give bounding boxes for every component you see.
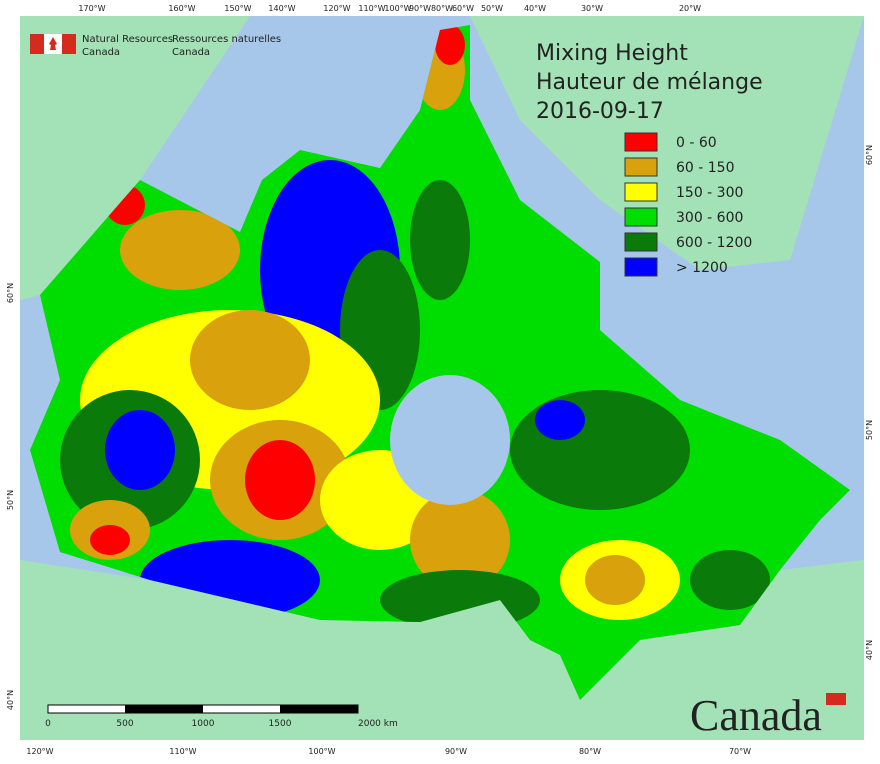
- title: Mixing Height: [536, 41, 688, 66]
- top-axis-label: 20°W: [679, 4, 701, 13]
- scale-label: 2000 km: [358, 719, 398, 729]
- bottom-axis-label: 90°W: [445, 747, 467, 756]
- right-axis-label: 60°N: [865, 145, 874, 165]
- bottom-axis-label: 80°W: [579, 747, 601, 756]
- right-axis-label: 40°N: [865, 640, 874, 660]
- legend-label: 60 - 150: [676, 160, 735, 176]
- right-axis-label: 50°N: [865, 420, 874, 440]
- org-fr: Canada: [172, 47, 210, 58]
- bottom-axis-label: 100°W: [308, 747, 335, 756]
- legend-label: > 1200: [676, 260, 728, 276]
- wordmark-flag: [826, 693, 846, 705]
- scale-label: 1500: [269, 719, 292, 729]
- bottom-axis-label: 110°W: [169, 747, 196, 756]
- flag: [62, 34, 76, 54]
- top-axis-label: 30°W: [581, 4, 603, 13]
- legend-label: 300 - 600: [676, 210, 743, 226]
- legend-swatch: [624, 207, 658, 227]
- legend-label: 150 - 300: [676, 185, 743, 201]
- legend-swatch: [624, 182, 658, 202]
- top-axis-label: 120°W: [323, 4, 350, 13]
- scale-label: 500: [116, 719, 133, 729]
- usa: [20, 560, 864, 740]
- top-axis-label: 40°W: [524, 4, 546, 13]
- scale-label: 0: [45, 719, 51, 729]
- greenland: [470, 16, 864, 270]
- top-axis-label: 90°W: [409, 4, 431, 13]
- legend-label: 600 - 1200: [676, 235, 752, 251]
- top-axis-label: 170°W: [78, 4, 105, 13]
- alaska-russia: [20, 16, 250, 300]
- top-axis-label: 110°W: [358, 4, 385, 13]
- title: 2016-09-17: [536, 99, 664, 124]
- legend-swatch: [624, 132, 658, 152]
- left-axis-label: 40°N: [6, 690, 15, 710]
- legend-label: 0 - 60: [676, 135, 717, 151]
- org-fr: Ressources naturelles: [172, 34, 281, 45]
- flag: [30, 34, 44, 54]
- top-axis-label: 60°W: [452, 4, 474, 13]
- scale-bar: [125, 705, 203, 713]
- org-en: Canada: [82, 47, 120, 58]
- legend-swatch: [624, 157, 658, 177]
- scale-bar: [280, 705, 358, 713]
- top-axis-label: 160°W: [168, 4, 195, 13]
- top-axis-label: 150°W: [224, 4, 251, 13]
- left-axis-label: 60°N: [6, 283, 15, 303]
- maple-leaf: [49, 37, 57, 50]
- top-axis-label: 140°W: [268, 4, 295, 13]
- bottom-axis-label: 70°W: [729, 747, 751, 756]
- wordmark: Canada: [690, 691, 822, 740]
- left-axis-label: 50°N: [6, 490, 15, 510]
- scale-label: 1000: [192, 719, 215, 729]
- top-axis-label: 100°W: [384, 4, 411, 13]
- org-en: Natural Resources: [82, 34, 173, 45]
- title: Hauteur de mélange: [536, 70, 763, 95]
- top-axis-label: 50°W: [481, 4, 503, 13]
- top-axis-label: 80°W: [431, 4, 453, 13]
- legend-swatch: [624, 257, 658, 277]
- legend-swatch: [624, 232, 658, 252]
- bottom-axis-label: 120°W: [26, 747, 53, 756]
